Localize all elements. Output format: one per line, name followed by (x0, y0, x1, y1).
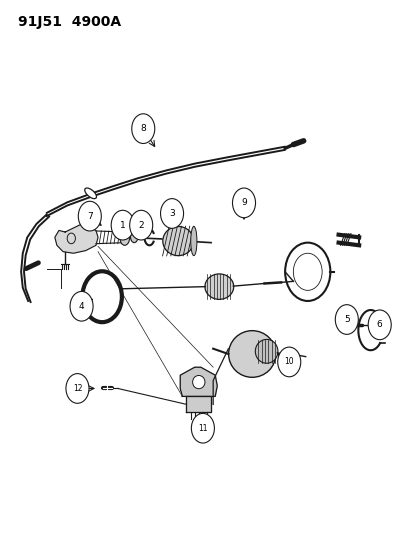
Ellipse shape (119, 229, 129, 245)
Ellipse shape (162, 227, 193, 256)
Ellipse shape (204, 274, 233, 300)
Ellipse shape (192, 375, 204, 389)
Circle shape (131, 114, 154, 143)
Ellipse shape (130, 231, 138, 243)
Text: 91J51  4900A: 91J51 4900A (18, 14, 121, 29)
Ellipse shape (190, 227, 197, 256)
Circle shape (160, 199, 183, 228)
Ellipse shape (228, 330, 275, 377)
Text: 2: 2 (138, 221, 144, 230)
Circle shape (277, 347, 300, 377)
Circle shape (335, 305, 358, 334)
Circle shape (191, 414, 214, 443)
Circle shape (129, 211, 152, 240)
Text: 1: 1 (119, 221, 125, 230)
Text: 7: 7 (87, 212, 93, 221)
Text: 8: 8 (140, 124, 146, 133)
Circle shape (78, 201, 101, 231)
Circle shape (70, 292, 93, 321)
Circle shape (66, 374, 89, 403)
Circle shape (367, 310, 390, 340)
Ellipse shape (255, 340, 277, 364)
Polygon shape (186, 397, 211, 413)
Circle shape (232, 188, 255, 217)
Ellipse shape (85, 188, 96, 199)
Polygon shape (180, 367, 217, 397)
Text: 9: 9 (240, 198, 246, 207)
Text: 10: 10 (284, 358, 293, 367)
Text: 11: 11 (198, 424, 207, 433)
Text: 12: 12 (73, 384, 82, 393)
Polygon shape (55, 224, 98, 253)
Text: 6: 6 (376, 320, 382, 329)
Circle shape (111, 211, 134, 240)
Text: 4: 4 (78, 302, 84, 311)
Text: 3: 3 (169, 209, 175, 218)
Text: 5: 5 (343, 315, 349, 324)
